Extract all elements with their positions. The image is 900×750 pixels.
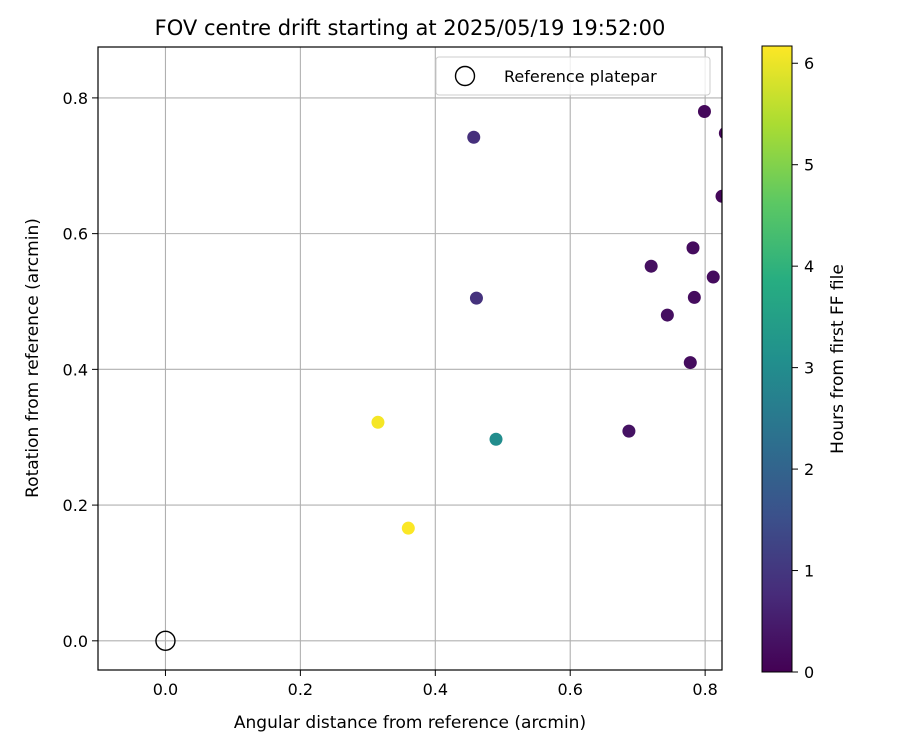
data-point [467,130,481,144]
data-point [644,259,658,273]
legend-open-circle-icon [454,65,476,87]
data-point [683,356,697,370]
colorbar-tick-label: 6 [804,54,814,73]
data-point [686,241,700,255]
data-point [469,291,483,305]
data-point [718,127,722,139]
colorbar-tick-label: 4 [804,257,814,276]
legend-entry-label: Reference platepar [504,67,657,86]
x-ticks: 0.0 0.2 0.4 0.6 0.8 [153,670,718,699]
colorbar-tick-label: 0 [804,663,814,682]
y-tick-label: 0.8 [63,89,88,108]
x-tick-label: 0.2 [288,680,313,699]
data-point [687,290,701,304]
reference-point-marker [155,630,176,652]
colorbar-gradient [761,45,793,673]
data-point [660,308,674,322]
y-axis-label: Rotation from reference (arcmin) [23,218,43,498]
data-point [401,521,415,535]
colorbar-tick-label: 3 [804,359,814,378]
legend: Reference platepar [435,56,711,96]
colorbar-tick-label: 1 [804,562,814,581]
x-axis-label: Angular distance from reference (arcmin) [234,713,586,733]
data-point [697,104,711,118]
data-point [489,432,503,446]
data-point [706,270,720,284]
legend-box [435,56,711,96]
y-tick-label: 0.4 [63,360,88,379]
reference-marker-group [155,630,176,652]
y-ticks: 0.0 0.2 0.4 0.6 0.8 [63,89,98,651]
data-point [371,415,385,429]
data-point [715,189,722,203]
data-point [622,424,636,438]
colorbar-ticks: 0 1 2 3 4 5 6 [792,54,814,682]
y-tick-label: 0.2 [63,496,88,515]
x-tick-label: 0.8 [692,680,717,699]
y-tick-label: 0.6 [63,225,88,244]
x-tick-label: 0.6 [557,680,582,699]
data-points [371,104,722,535]
grid [98,47,722,670]
x-tick-label: 0.0 [153,680,178,699]
chart-title: FOV centre drift starting at 2025/05/19 … [155,16,666,40]
colorbar-tick-label: 5 [804,156,814,175]
y-tick-label: 0.0 [63,632,88,651]
colorbar: 0 1 2 3 4 5 6 Hours from first FF file [761,45,848,682]
plot-frame [97,46,723,671]
colorbar-label: Hours from first FF file [828,264,848,454]
colorbar-tick-label: 2 [804,460,814,479]
x-tick-label: 0.4 [423,680,448,699]
